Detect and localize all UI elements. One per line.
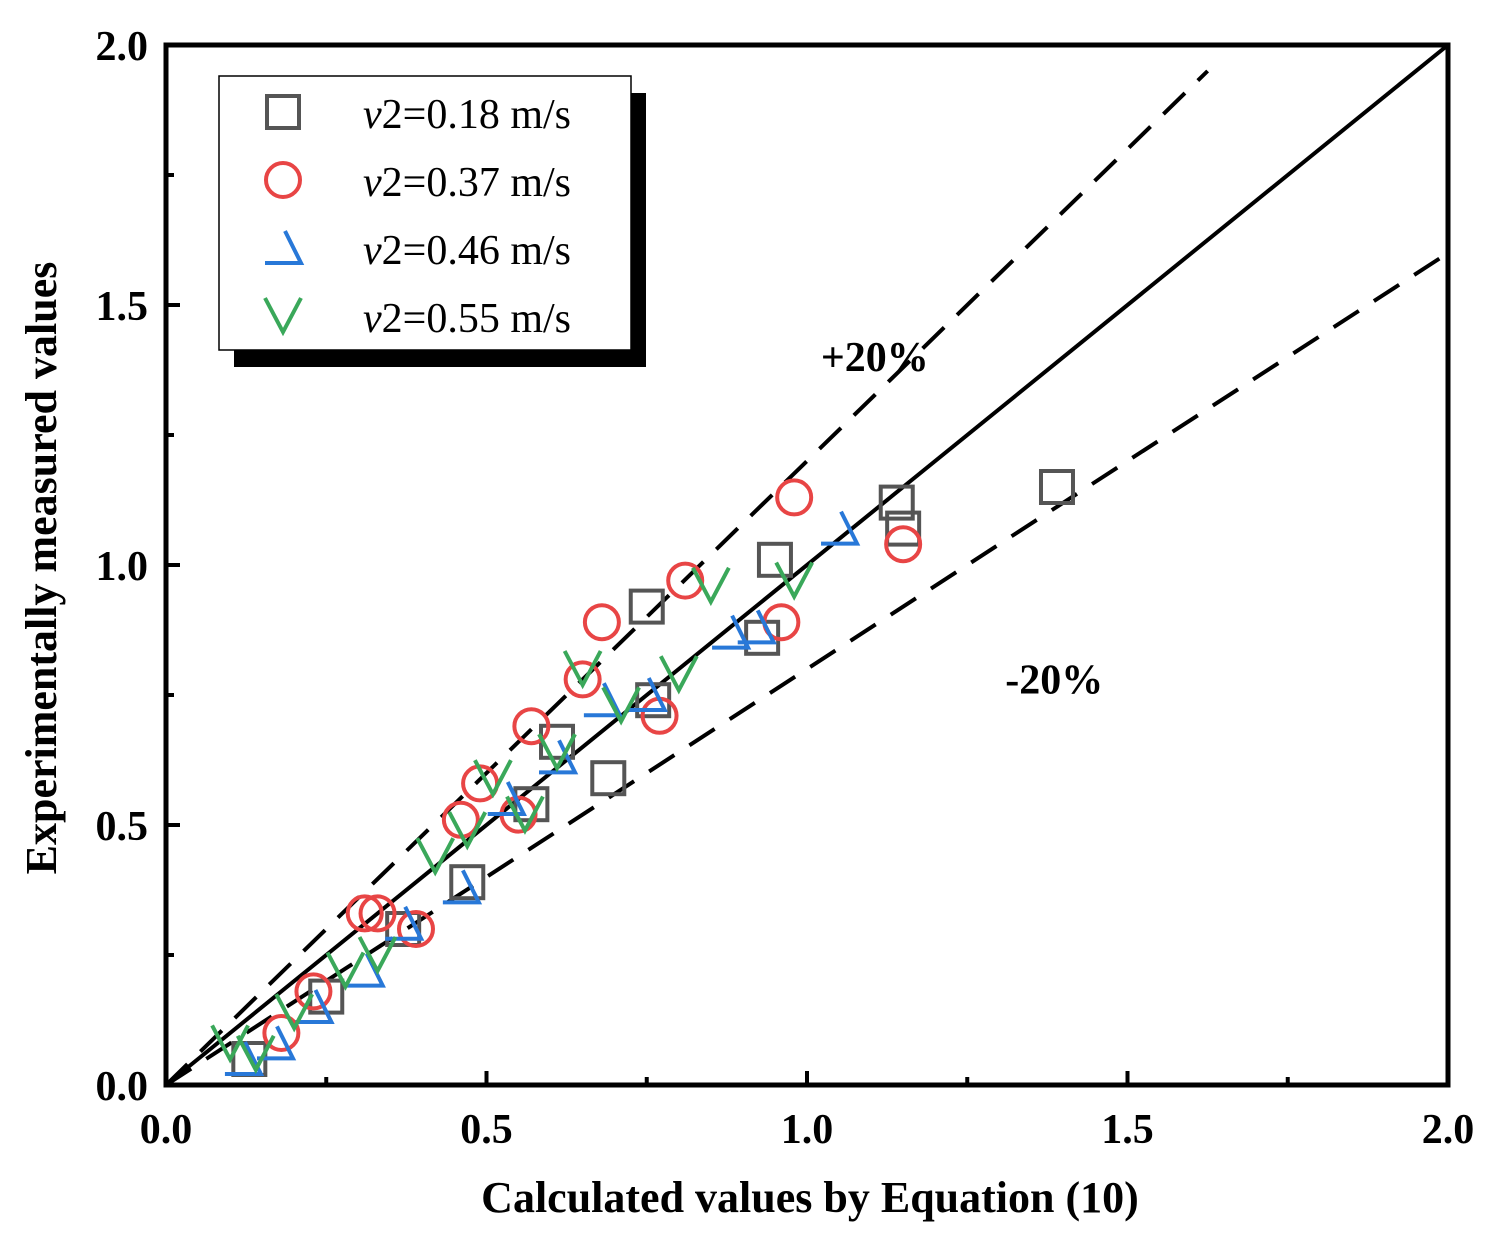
data-point <box>447 811 488 851</box>
legend-marker <box>265 94 301 130</box>
line-annotation: -20% <box>1005 657 1103 703</box>
legend-label: v2=0.18 m/s <box>363 92 571 138</box>
data-point <box>224 1041 265 1076</box>
data-point <box>774 561 814 601</box>
y-tick-label: 1.0 <box>96 544 149 590</box>
y-tick-label: 2.0 <box>96 24 149 70</box>
data-point <box>582 603 621 642</box>
data-point <box>712 614 752 650</box>
x-tick-label: 0.0 <box>140 1107 193 1153</box>
data-point <box>601 686 641 726</box>
data-point <box>294 972 333 1011</box>
data-point <box>737 609 777 645</box>
data-point <box>295 989 335 1024</box>
data-point <box>415 837 455 877</box>
data-point <box>473 759 513 799</box>
data-point <box>274 993 314 1033</box>
legend-marker <box>263 297 303 337</box>
y-tick-label: 1.5 <box>96 284 149 330</box>
reference-line <box>164 251 1450 1087</box>
data-point <box>235 1034 276 1075</box>
x-tick-label: 1.5 <box>1101 1107 1154 1153</box>
data-point <box>487 781 527 816</box>
x-tick-label: 2.0 <box>1422 1107 1475 1153</box>
data-point <box>659 655 699 695</box>
x-tick-label: 1.0 <box>781 1107 834 1153</box>
data-point <box>442 869 483 905</box>
legend-label: v2=0.55 m/s <box>363 296 571 342</box>
line-annotation: +20% <box>821 335 929 381</box>
data-point <box>885 510 922 547</box>
x-axis-label: Calculated values by Equation (10) <box>481 1173 1139 1222</box>
legend-label: v2=0.37 m/s <box>363 160 571 206</box>
data-point <box>449 864 486 901</box>
series-circle <box>262 478 923 1052</box>
data-point <box>878 484 915 521</box>
data-point <box>756 541 793 578</box>
data-point <box>691 566 731 607</box>
series-check <box>210 561 814 1075</box>
data-point <box>562 650 603 690</box>
legend: v2=0.18 m/s v2=0.37 m/s v2=0.46 m/s v2=0.55… <box>218 75 646 367</box>
data-point <box>505 795 545 835</box>
data-point <box>537 733 577 773</box>
data-point <box>262 1014 301 1052</box>
data-point <box>512 707 551 746</box>
data-point <box>1038 469 1075 505</box>
data-point <box>325 951 366 991</box>
legend-marker <box>264 161 302 199</box>
legend-label: v2=0.46 m/s <box>363 228 571 274</box>
legend-marker <box>265 230 305 265</box>
data-point <box>590 760 627 797</box>
data-point <box>884 525 923 564</box>
data-point <box>775 478 814 517</box>
tick-labels: 0.0 0.5 1.0 1.5 2.0 0.0 0.5 1.0 1.5 2.0 <box>96 24 1475 1153</box>
data-point <box>256 1025 297 1061</box>
data-point <box>628 677 668 712</box>
data-point <box>821 510 861 546</box>
data-point <box>358 894 397 933</box>
y-axis-label: Experimentally measured values <box>17 262 66 875</box>
data-points <box>210 469 1075 1077</box>
data-point <box>628 588 665 625</box>
data-point <box>666 561 705 600</box>
data-point <box>345 894 384 933</box>
axis-ticks <box>164 43 1450 1087</box>
data-point <box>563 660 602 699</box>
legend-box <box>218 75 632 351</box>
data-point <box>396 910 435 948</box>
y-tick-label: 0.5 <box>96 804 149 850</box>
data-point <box>357 936 398 976</box>
reference-line <box>164 69 1210 1087</box>
x-tick-label: 0.5 <box>460 1107 513 1153</box>
annotations: +20% -20% <box>821 335 1103 703</box>
data-point <box>385 905 425 941</box>
y-tick-label: 0.0 <box>96 1064 149 1110</box>
data-point <box>210 1024 250 1064</box>
